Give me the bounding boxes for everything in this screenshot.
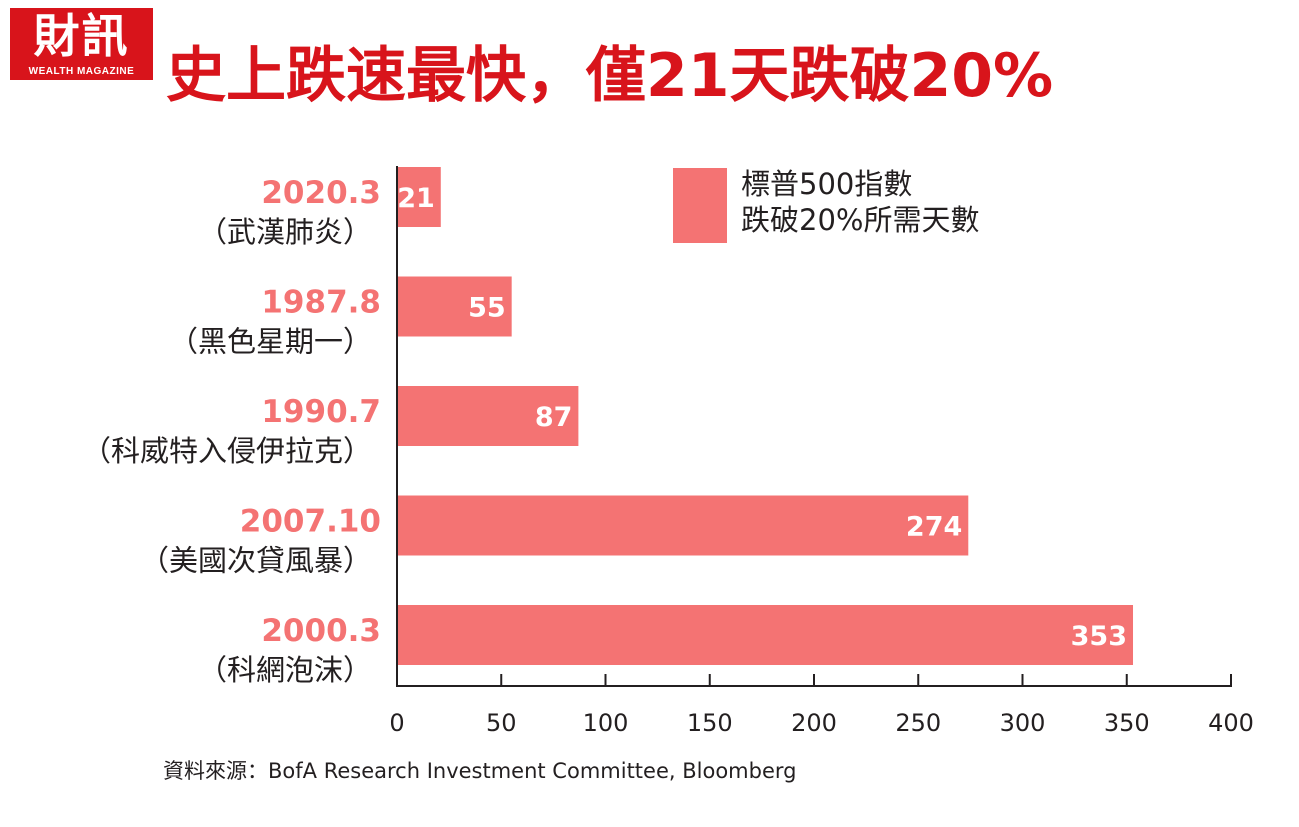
wealth-magazine-logo: 財訊 WEALTH MAGAZINE bbox=[10, 8, 153, 80]
x-tick-label: 0 bbox=[389, 709, 404, 737]
legend-label: 跌破20%所需天數 bbox=[741, 203, 979, 237]
bar-value-label: 353 bbox=[1071, 621, 1127, 652]
logo-text: 財訊 bbox=[33, 9, 130, 63]
source-note: 資料來源：BofA Research Investment Committee,… bbox=[163, 759, 797, 783]
legend-label: 標普500指數 bbox=[741, 167, 912, 201]
bar-value-label: 87 bbox=[535, 402, 573, 433]
bar bbox=[397, 167, 441, 227]
category-event-label: （科網泡沫） bbox=[198, 653, 372, 687]
bar bbox=[397, 386, 579, 446]
legend-swatch bbox=[673, 168, 727, 243]
category-event-label: （黑色星期一） bbox=[169, 325, 372, 359]
category-event-label: （美國次貸風暴） bbox=[140, 544, 372, 578]
category-date-label: 2007.10 bbox=[240, 504, 381, 540]
bar bbox=[397, 276, 512, 337]
x-tick-label: 50 bbox=[486, 709, 517, 737]
x-tick-label: 250 bbox=[895, 709, 941, 737]
logo-subtitle: WEALTH MAGAZINE bbox=[28, 66, 135, 77]
bar bbox=[397, 605, 1134, 665]
bar-value-label: 55 bbox=[468, 293, 506, 324]
category-event-label: （武漢肺炎） bbox=[198, 215, 372, 249]
bar-value-label: 21 bbox=[397, 183, 435, 214]
category-date-label: 2020.3 bbox=[261, 175, 381, 211]
x-tick-label: 100 bbox=[583, 709, 629, 737]
x-tick-label: 400 bbox=[1208, 709, 1254, 737]
chart-title: 史上跌速最快，僅21天跌破20% bbox=[166, 41, 1054, 111]
category-date-label: 1987.8 bbox=[261, 285, 381, 321]
bar-value-label: 274 bbox=[906, 512, 962, 543]
category-event-label: （科威特入侵伊拉克） bbox=[82, 434, 372, 468]
category-date-label: 1990.7 bbox=[261, 394, 381, 430]
x-tick-label: 200 bbox=[791, 709, 837, 737]
x-tick-label: 300 bbox=[1000, 709, 1046, 737]
category-date-label: 2000.3 bbox=[261, 613, 381, 649]
x-tick-label: 150 bbox=[687, 709, 733, 737]
bar bbox=[397, 495, 969, 556]
x-tick-label: 350 bbox=[1104, 709, 1150, 737]
